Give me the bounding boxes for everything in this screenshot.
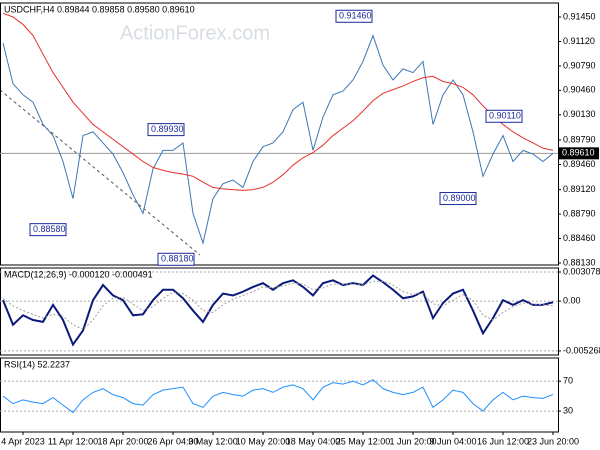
- y-tick-label: 0.88130: [563, 257, 596, 267]
- watermark: ActionForex.com: [120, 22, 270, 44]
- series-line: [2, 274, 554, 347]
- x-tick-label: 1 Jun 20:00: [389, 436, 436, 446]
- series-line: [2, 379, 554, 414]
- y-tick-label: -0.005268: [563, 345, 600, 355]
- x-tick-label: 16 Jun 12:00: [477, 436, 529, 446]
- panel-frame: [0, 267, 559, 356]
- price-annotation-box: [335, 9, 373, 23]
- x-tick-label: 9 Jun 04:00: [429, 436, 476, 446]
- price-annotation-box: [29, 223, 67, 237]
- x-tick-label: 18 Apr 20:00: [97, 436, 148, 446]
- last-price-label: 0.89610: [562, 148, 595, 158]
- x-tick-label: 11 Apr 12:00: [48, 436, 98, 446]
- y-tick-label: 0.89120: [563, 184, 596, 194]
- panel-frame: [0, 2, 559, 266]
- price-annotation-box: [157, 252, 195, 266]
- price-annotation-label: 0.91460: [339, 11, 372, 21]
- series-line: [2, 34, 554, 245]
- y-tick-label: 30: [563, 405, 573, 415]
- price-annotation-label: 0.90110: [489, 111, 521, 121]
- y-tick-label: 0.88460: [563, 233, 596, 243]
- x-tick-label: 23 Jun 20:00: [527, 436, 579, 446]
- y-tick-label: 0.90790: [563, 60, 596, 70]
- x-tick-label: 4 Apr 2023: [1, 436, 45, 446]
- y-tick-label: 0.90460: [563, 85, 596, 95]
- price-annotation-box: [439, 192, 477, 206]
- y-tick-label: 0.89460: [563, 159, 596, 169]
- panel-frame: [0, 357, 559, 433]
- x-tick-label: 25 May 12:00: [336, 436, 391, 446]
- y-tick-label: 0.003078: [563, 266, 600, 276]
- y-tick-label: 0.88790: [563, 208, 596, 218]
- x-tick-label: 26 Apr 04:00: [147, 436, 198, 446]
- price-annotation-box: [485, 109, 523, 123]
- price-annotation-label: 0.89930: [151, 124, 184, 134]
- x-tick-label: 3 May 12:00: [188, 436, 238, 446]
- series-line: [2, 12, 554, 191]
- y-tick-label: 0.00: [563, 295, 581, 305]
- price-annotation-box: [147, 123, 185, 137]
- panel-title: USDCHF,H4 0.89844 0.89858 0.89580 0.8961…: [4, 4, 195, 14]
- y-tick-label: 0.90130: [563, 109, 596, 119]
- x-tick-label: 10 May 20:00: [236, 436, 291, 446]
- series-line: [2, 280, 554, 331]
- last-price-box: [559, 147, 599, 160]
- panel-title: RSI(14) 52.2237: [4, 359, 70, 369]
- y-tick-label: 70: [563, 376, 573, 386]
- y-tick-label: 0.91450: [563, 11, 596, 21]
- price-annotation-label: 0.89000: [443, 193, 476, 203]
- y-tick-label: 0.91120: [563, 36, 595, 46]
- price-annotation-label: 0.88180: [161, 254, 194, 264]
- price-annotation-label: 0.88580: [33, 224, 66, 234]
- panel-title: MACD(12,26,9) -0.000120 -0.000491: [4, 269, 153, 279]
- trend-line: [0, 89, 201, 256]
- x-tick-label: 18 May 04:00: [286, 436, 341, 446]
- y-tick-label: 0.89790: [563, 134, 596, 144]
